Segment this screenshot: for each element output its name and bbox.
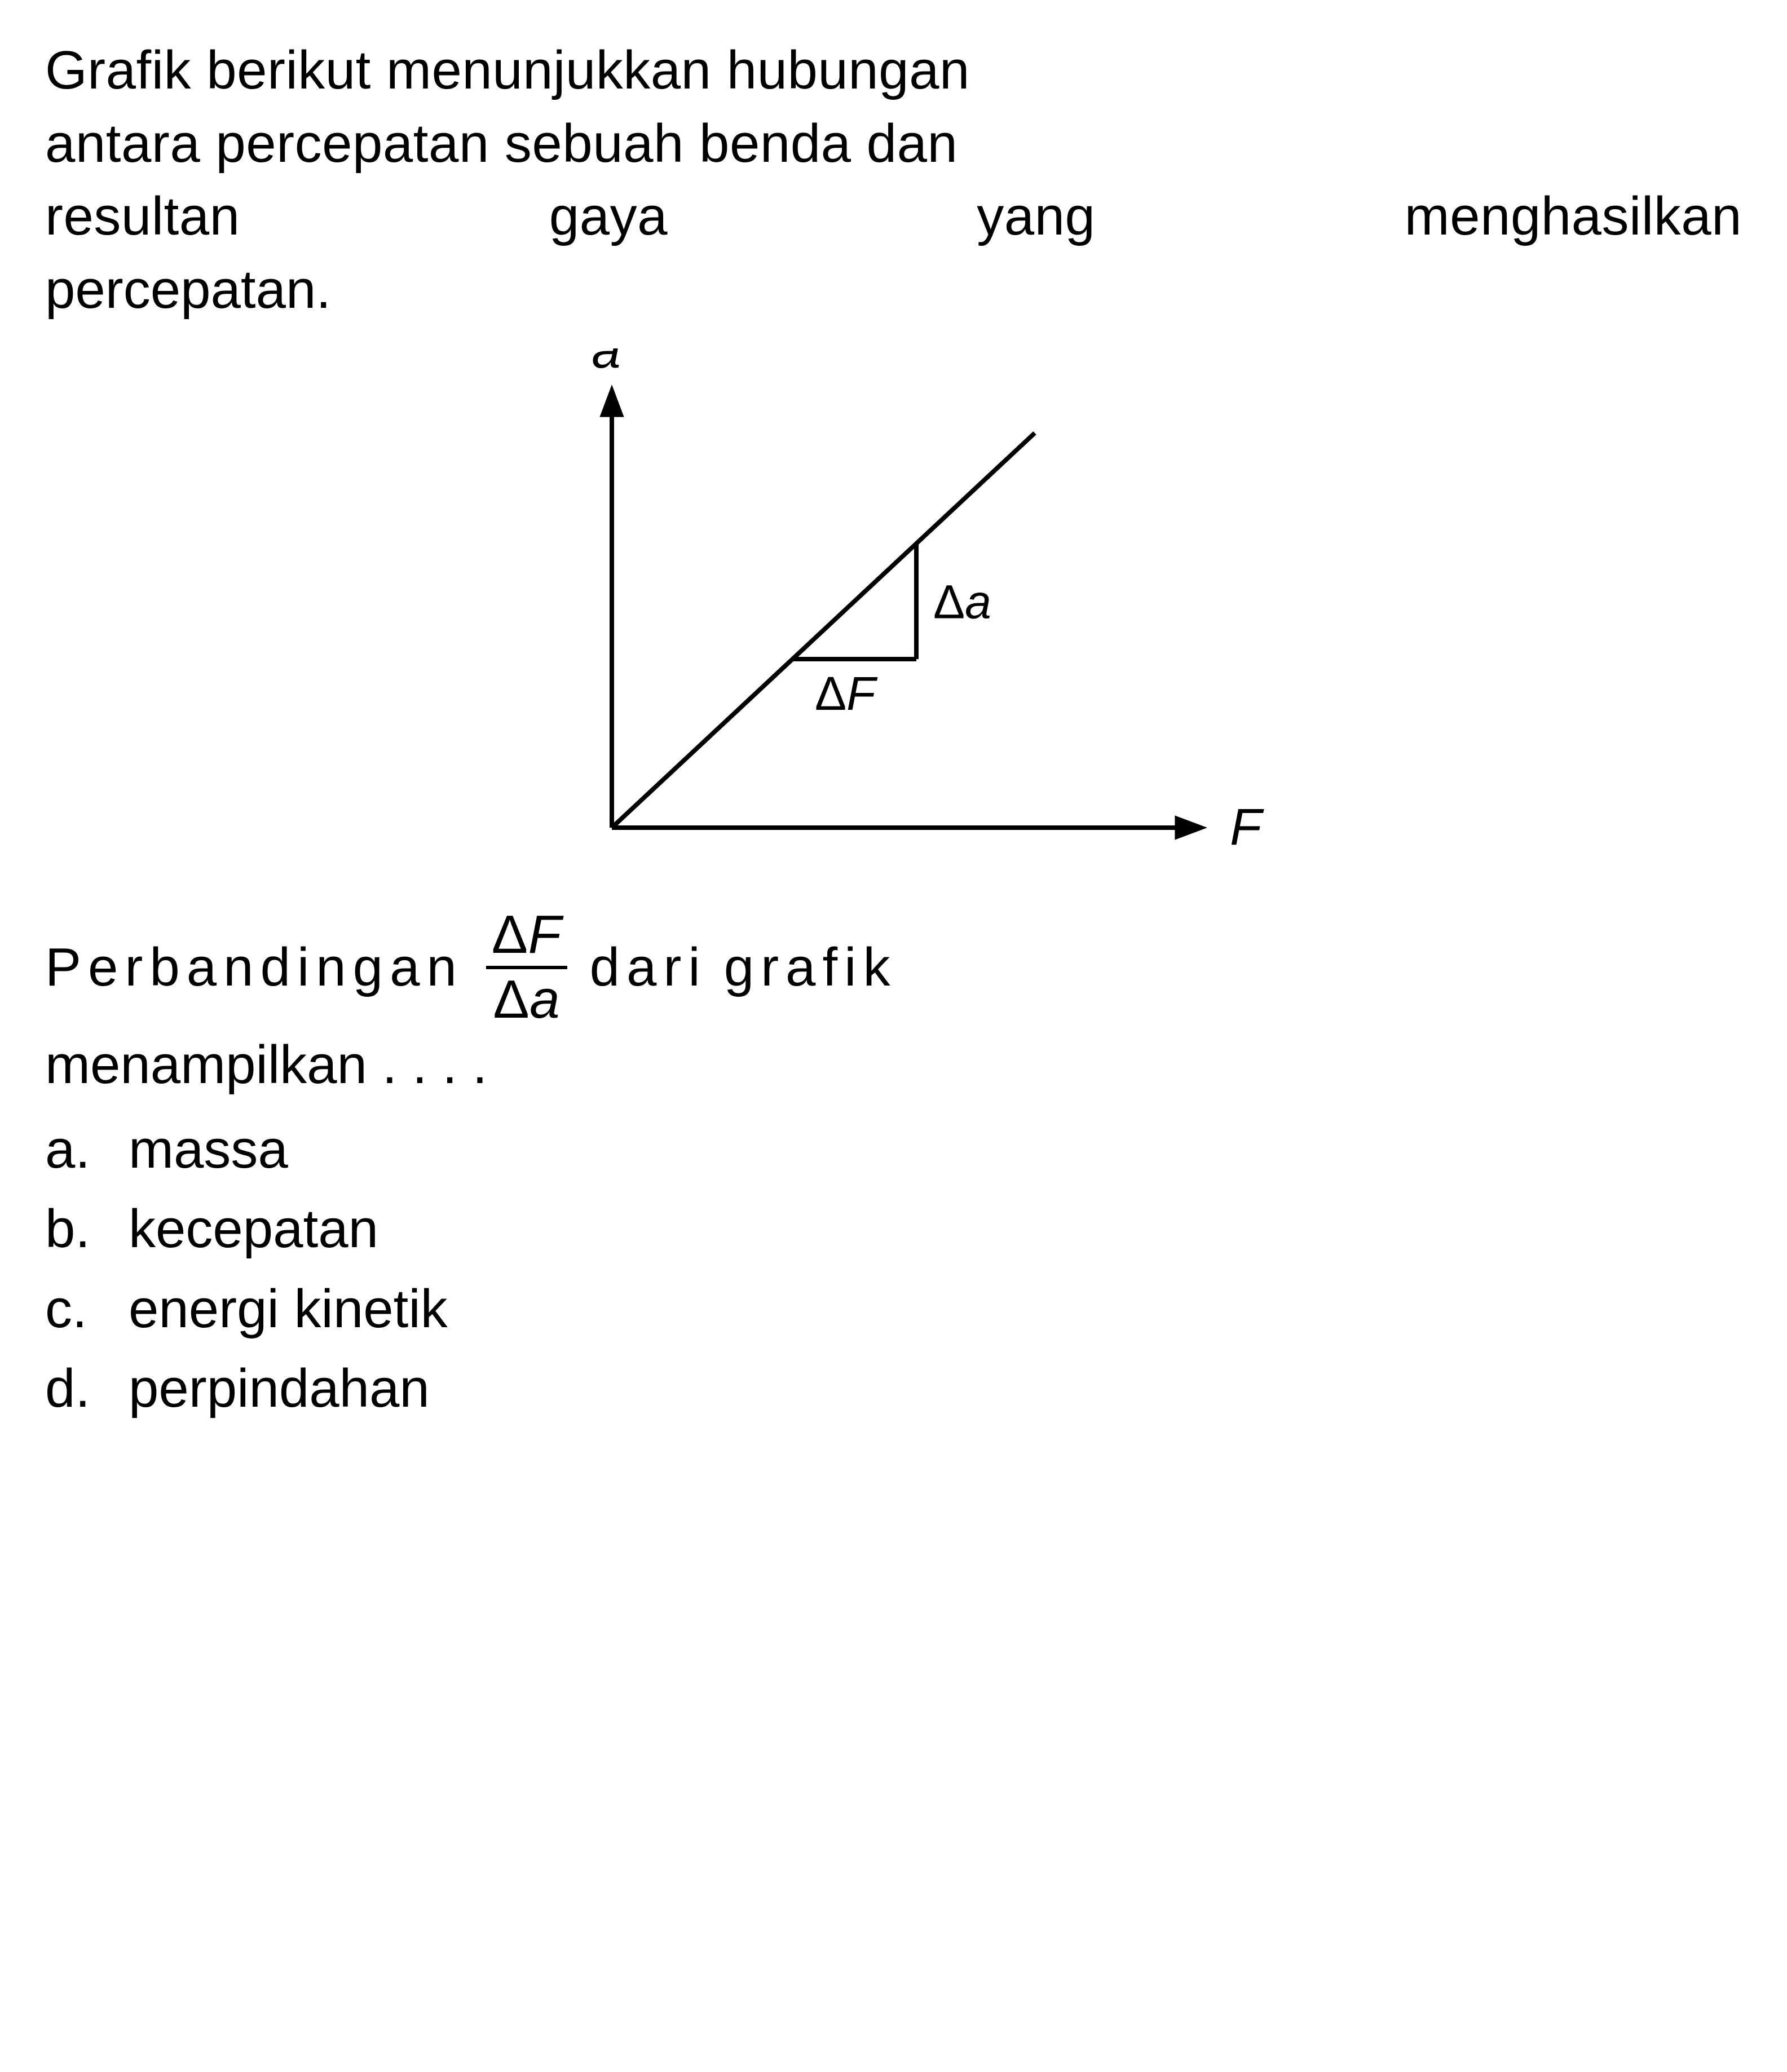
question-stem: Grafik berikut menunjukkan hubungan anta… <box>45 34 1742 326</box>
option-c[interactable]: c. energi kinetik <box>45 1273 1742 1346</box>
option-text: kecepatan <box>129 1192 378 1266</box>
delta-f-label: ΔF <box>815 667 878 720</box>
data-line <box>612 433 1035 828</box>
option-text: massa <box>129 1113 288 1186</box>
option-letter: b. <box>45 1192 102 1266</box>
stem-word: yang <box>977 180 1095 253</box>
stem-word: menghasilkan <box>1405 180 1742 253</box>
option-text: perpindahan <box>129 1352 430 1425</box>
question-word: Perbandingan <box>45 931 464 1004</box>
stem-word: gaya <box>549 180 668 253</box>
stem-line-1: Grafik berikut menunjukkan hubungan <box>45 34 1742 107</box>
stem-line-4: percepatan. <box>45 253 1742 326</box>
x-axis-label: F <box>1230 798 1264 856</box>
stem-line-2: antara percepatan sebuah benda dan <box>45 107 1742 180</box>
option-letter: d. <box>45 1352 102 1425</box>
fraction-delta-f-over-delta-a: ΔF Δa <box>486 907 567 1028</box>
y-axis-arrowhead <box>599 385 624 417</box>
question-line: Perbandingan ΔF Δa dari grafik menampilk… <box>45 907 1742 1101</box>
x-axis-arrowhead <box>1175 816 1207 840</box>
question-word: menampilkan . . . . <box>45 1028 1742 1102</box>
option-b[interactable]: b. kecepatan <box>45 1192 1742 1266</box>
option-d[interactable]: d. perpindahan <box>45 1352 1742 1425</box>
var-f: F <box>528 904 561 965</box>
question-word: dari <box>590 931 707 1004</box>
graph-container: a F Δa ΔF <box>45 348 1742 884</box>
var-a: a <box>530 969 560 1030</box>
fraction-denominator: Δa <box>487 971 566 1028</box>
option-letter: a. <box>45 1113 102 1186</box>
delta-a-label: Δa <box>933 576 991 629</box>
answer-options: a. massa b. kecepatan c. energi kinetik … <box>45 1113 1742 1425</box>
y-axis-label: a <box>592 348 620 379</box>
stem-word: resultan <box>45 180 240 253</box>
acceleration-force-graph: a F Δa ΔF <box>499 348 1289 884</box>
fraction-numerator: ΔF <box>486 907 567 964</box>
option-letter: c. <box>45 1273 102 1346</box>
stem-line-3: resultan gaya yang menghasilkan <box>45 180 1742 253</box>
question-word: grafik <box>724 931 897 1004</box>
option-text: energi kinetik <box>129 1273 448 1346</box>
option-a[interactable]: a. massa <box>45 1113 1742 1186</box>
